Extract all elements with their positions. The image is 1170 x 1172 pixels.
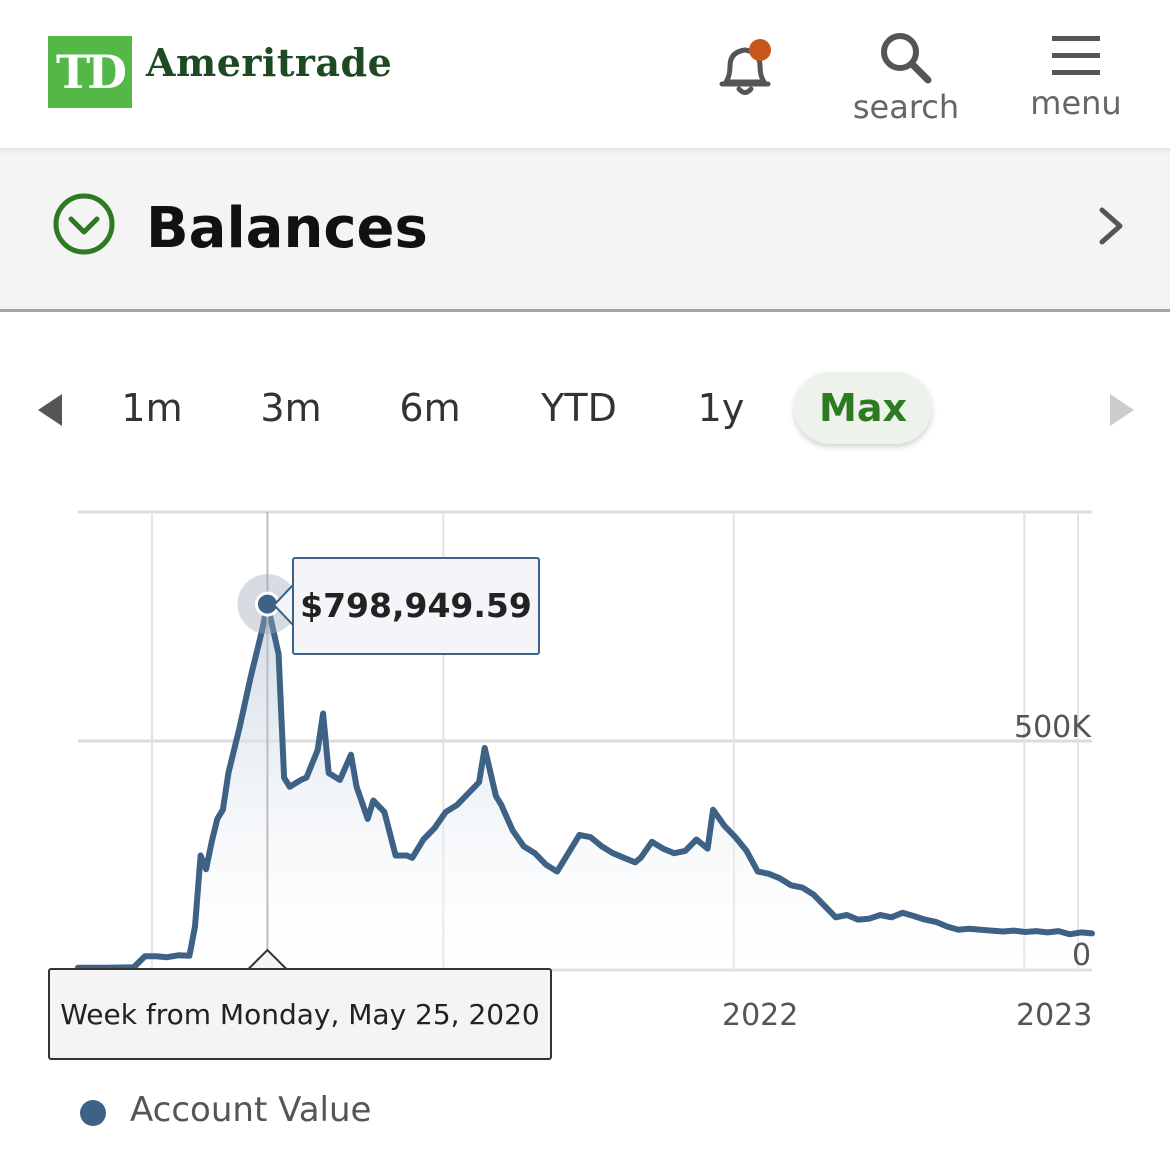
range-tab-ytd[interactable]: YTD: [541, 386, 617, 430]
menu-button[interactable]: menu: [1024, 28, 1128, 122]
range-tab-1y[interactable]: 1y: [697, 386, 745, 430]
x-tick-label-2022: 2022: [722, 998, 799, 1033]
range-tab-max[interactable]: Max: [794, 372, 932, 444]
series-line-account-value: [75, 601, 1095, 971]
x-tick-label-2023: 2023: [1016, 998, 1093, 1033]
balances-section-header[interactable]: Balances: [0, 148, 1170, 312]
range-tab-1m[interactable]: 1m: [121, 386, 183, 430]
chevron-right-icon[interactable]: [1090, 204, 1130, 248]
range-selector: 1m 3m 6m YTD 1y Max: [0, 370, 1170, 450]
y-tick-label-500k: 500K: [1014, 710, 1091, 745]
bell-icon: [719, 39, 771, 95]
range-tab-3m[interactable]: 3m: [260, 386, 322, 430]
legend-label: Account Value: [130, 1090, 372, 1130]
scroll-left-icon[interactable]: [34, 392, 66, 428]
account-value-chart[interactable]: 500K 0 2020 2021 2022 2023 $798,949.59 W…: [0, 480, 1170, 1080]
series-area-account-value: [78, 604, 1092, 970]
brand-name: Ameritrade: [146, 40, 393, 85]
search-label: search: [852, 88, 960, 126]
td-logo[interactable]: TD: [48, 36, 132, 108]
chevron-down-circle-icon[interactable]: [52, 192, 116, 256]
search-icon: [881, 33, 932, 84]
search-button[interactable]: search: [848, 28, 964, 126]
notifications-button[interactable]: [714, 36, 776, 102]
value-tooltip: $798,949.59: [292, 557, 540, 655]
scroll-right-icon[interactable]: [1106, 392, 1138, 428]
date-tooltip: Week from Monday, May 25, 2020: [48, 968, 552, 1060]
y-tick-label-0: 0: [1072, 938, 1092, 973]
hamburger-icon: [1052, 36, 1100, 75]
range-tab-6m[interactable]: 6m: [399, 386, 461, 430]
balances-title: Balances: [146, 196, 428, 261]
notification-dot: [749, 39, 771, 61]
menu-label: menu: [1030, 84, 1122, 122]
legend-swatch: [80, 1100, 106, 1126]
chart-plot: [75, 510, 1095, 972]
app-header: TD Ameritrade search menu: [0, 0, 1170, 148]
